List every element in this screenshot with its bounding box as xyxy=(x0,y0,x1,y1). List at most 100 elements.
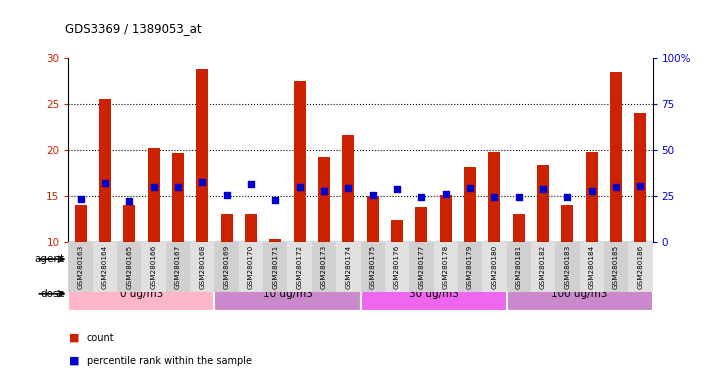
Bar xyxy=(628,242,653,292)
Bar xyxy=(141,242,166,292)
Bar xyxy=(506,276,653,311)
Bar xyxy=(433,242,458,292)
Bar xyxy=(360,242,385,292)
Text: GSM280178: GSM280178 xyxy=(443,245,448,289)
Bar xyxy=(458,242,482,292)
Bar xyxy=(415,207,428,242)
Text: GSM280184: GSM280184 xyxy=(588,245,595,289)
Point xyxy=(123,198,135,204)
Bar xyxy=(293,81,306,242)
Bar xyxy=(245,214,257,242)
Point xyxy=(172,184,184,190)
Point xyxy=(367,192,379,198)
Text: zinc: zinc xyxy=(423,254,444,264)
Text: GSM280165: GSM280165 xyxy=(126,245,133,289)
Bar xyxy=(385,242,410,292)
Text: ■: ■ xyxy=(68,356,79,366)
Bar xyxy=(311,242,336,292)
Bar xyxy=(263,242,288,292)
Text: GSM280169: GSM280169 xyxy=(224,245,230,289)
Bar xyxy=(580,242,604,292)
Point xyxy=(610,184,622,190)
Text: ■: ■ xyxy=(68,333,79,343)
Bar xyxy=(360,276,506,311)
Text: GSM280164: GSM280164 xyxy=(102,245,108,289)
Bar xyxy=(440,195,452,242)
Bar xyxy=(336,242,360,292)
Bar xyxy=(610,72,622,242)
Bar xyxy=(221,214,233,242)
Bar xyxy=(537,164,549,242)
Text: dose: dose xyxy=(40,289,65,299)
Text: GDS3369 / 1389053_at: GDS3369 / 1389053_at xyxy=(65,22,201,35)
Bar xyxy=(634,113,647,242)
Bar xyxy=(342,135,355,242)
Text: GSM280173: GSM280173 xyxy=(321,245,327,289)
Bar xyxy=(166,242,190,292)
Bar xyxy=(215,242,239,292)
Text: 0 ug/m3: 0 ug/m3 xyxy=(120,289,163,299)
Bar xyxy=(464,167,476,242)
Bar xyxy=(93,242,117,292)
Bar xyxy=(148,148,160,242)
Text: GSM280168: GSM280168 xyxy=(199,245,205,289)
Point xyxy=(148,184,159,190)
Text: agent: agent xyxy=(35,254,65,264)
Point xyxy=(318,188,329,194)
Bar xyxy=(117,242,141,292)
Bar xyxy=(585,152,598,242)
Bar xyxy=(604,242,628,292)
Bar xyxy=(68,242,215,276)
Text: 100 ug/m3: 100 ug/m3 xyxy=(552,289,608,299)
Text: GSM280170: GSM280170 xyxy=(248,245,254,289)
Text: GSM280183: GSM280183 xyxy=(565,245,570,289)
Bar xyxy=(513,214,525,242)
Text: percentile rank within the sample: percentile rank within the sample xyxy=(87,356,252,366)
Text: count: count xyxy=(87,333,114,343)
Point xyxy=(634,183,646,189)
Text: GSM280177: GSM280177 xyxy=(418,245,425,289)
Bar xyxy=(410,242,433,292)
Bar xyxy=(172,152,184,242)
Bar xyxy=(269,239,281,242)
Bar xyxy=(99,99,111,242)
Point xyxy=(392,186,403,192)
Point xyxy=(415,194,427,200)
Point xyxy=(197,179,208,185)
Bar xyxy=(215,242,653,276)
Bar xyxy=(123,205,136,242)
Text: GSM280171: GSM280171 xyxy=(273,245,278,289)
Bar xyxy=(74,205,87,242)
Bar xyxy=(318,157,330,242)
Text: GSM280186: GSM280186 xyxy=(637,245,643,289)
Text: GSM280185: GSM280185 xyxy=(613,245,619,289)
Point xyxy=(221,192,232,198)
Bar xyxy=(391,220,403,242)
Point xyxy=(562,194,573,200)
Point xyxy=(586,188,598,194)
Point xyxy=(513,194,524,200)
Bar xyxy=(196,69,208,242)
Point xyxy=(440,191,451,197)
Text: GSM280176: GSM280176 xyxy=(394,245,400,289)
Bar xyxy=(68,276,215,311)
Bar xyxy=(239,242,263,292)
Bar xyxy=(366,196,379,242)
Text: GSM280181: GSM280181 xyxy=(516,245,522,289)
Text: GSM280172: GSM280172 xyxy=(296,245,303,289)
Bar xyxy=(531,242,555,292)
Bar xyxy=(190,242,215,292)
Bar xyxy=(68,242,93,292)
Bar xyxy=(488,152,500,242)
Bar xyxy=(561,205,573,242)
Text: GSM280179: GSM280179 xyxy=(467,245,473,289)
Point xyxy=(270,197,281,204)
Text: control: control xyxy=(123,254,159,264)
Bar xyxy=(215,276,360,311)
Point xyxy=(537,186,549,192)
Text: 30 ug/m3: 30 ug/m3 xyxy=(409,289,459,299)
Text: GSM280163: GSM280163 xyxy=(78,245,84,289)
Point xyxy=(99,180,111,186)
Text: GSM280182: GSM280182 xyxy=(540,245,546,289)
Text: GSM280174: GSM280174 xyxy=(345,245,351,289)
